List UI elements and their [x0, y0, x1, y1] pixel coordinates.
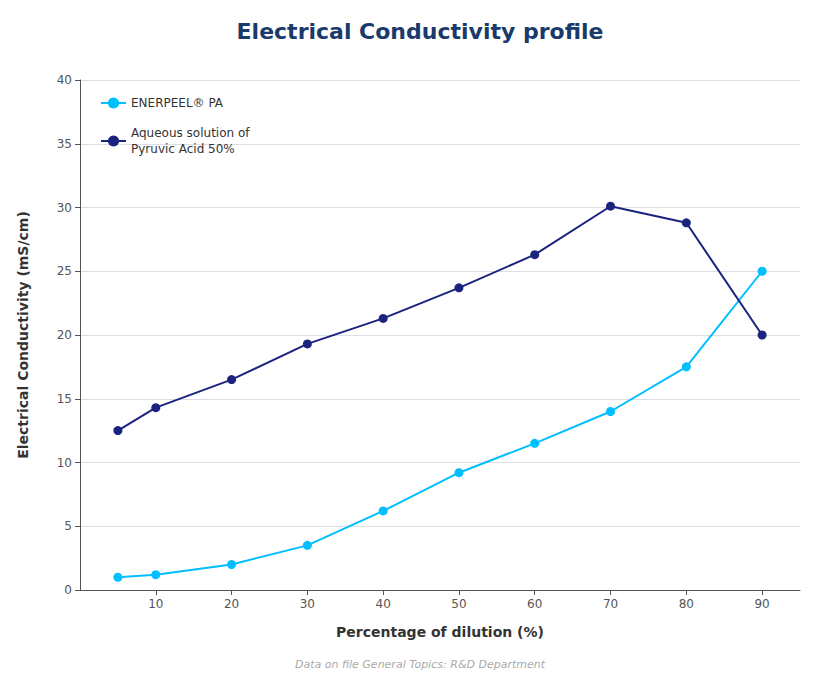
svg-text:30: 30: [57, 201, 72, 215]
svg-text:20: 20: [224, 597, 239, 611]
svg-text:80: 80: [679, 597, 694, 611]
svg-text:40: 40: [376, 597, 391, 611]
svg-text:Aqueous solution of: Aqueous solution of: [131, 126, 250, 140]
svg-text:50: 50: [451, 597, 466, 611]
svg-text:70: 70: [603, 597, 618, 611]
svg-text:20: 20: [57, 328, 72, 342]
svg-text:25: 25: [57, 264, 72, 278]
svg-text:0: 0: [64, 583, 72, 597]
svg-text:30: 30: [300, 597, 315, 611]
svg-text:Electrical Conductivity (mS/cm: Electrical Conductivity (mS/cm): [15, 211, 31, 459]
svg-text:5: 5: [64, 519, 72, 533]
svg-text:40: 40: [57, 73, 72, 87]
svg-text:Electrical Conductivity profil: Electrical Conductivity profile: [237, 19, 604, 44]
svg-text:15: 15: [57, 392, 72, 406]
svg-text:90: 90: [754, 597, 769, 611]
svg-text:Percentage of dilution (%): Percentage of dilution (%): [336, 624, 544, 640]
svg-text:Data on file General Topics: R: Data on file General Topics: R&D Departm…: [295, 658, 546, 671]
svg-text:Pyruvic Acid 50%: Pyruvic Acid 50%: [131, 142, 235, 156]
svg-text:10: 10: [57, 456, 72, 470]
svg-text:10: 10: [148, 597, 163, 611]
svg-text:60: 60: [527, 597, 542, 611]
svg-text:ENERPEEL® PA: ENERPEEL® PA: [131, 96, 224, 110]
svg-text:35: 35: [57, 137, 72, 151]
